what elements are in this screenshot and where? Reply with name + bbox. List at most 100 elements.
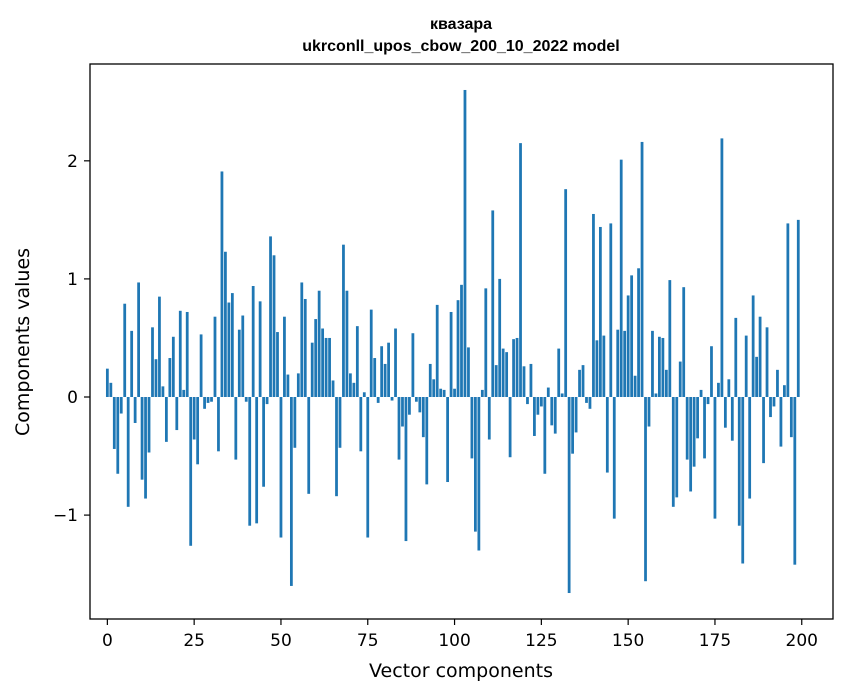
bar bbox=[595, 340, 599, 397]
bar bbox=[248, 397, 252, 526]
bar bbox=[317, 290, 321, 397]
bar bbox=[789, 397, 793, 438]
bar bbox=[484, 288, 488, 397]
bar bbox=[369, 309, 373, 397]
x-tick-label: 75 bbox=[357, 631, 379, 651]
bar bbox=[210, 397, 213, 402]
bar bbox=[630, 275, 634, 397]
bar bbox=[307, 397, 311, 494]
bar bbox=[376, 397, 380, 403]
bar bbox=[192, 397, 196, 440]
bar bbox=[182, 389, 186, 397]
bar bbox=[449, 311, 453, 397]
bar bbox=[539, 397, 543, 407]
bar bbox=[130, 330, 134, 397]
bar bbox=[470, 397, 474, 459]
bar bbox=[581, 365, 585, 397]
bar bbox=[303, 298, 307, 397]
bar bbox=[689, 397, 693, 492]
bar bbox=[251, 286, 255, 397]
bar bbox=[366, 397, 370, 538]
y-tick-label: 0 bbox=[67, 388, 78, 408]
bar bbox=[154, 359, 158, 397]
bar bbox=[324, 337, 328, 397]
bar bbox=[644, 397, 647, 582]
bar bbox=[776, 369, 779, 397]
bar bbox=[668, 280, 672, 397]
bar bbox=[411, 333, 415, 397]
bar bbox=[651, 330, 654, 397]
bar bbox=[133, 397, 137, 423]
bar bbox=[119, 397, 123, 414]
bar bbox=[685, 397, 689, 460]
bar bbox=[276, 332, 279, 397]
bar bbox=[234, 397, 238, 460]
x-tick-label: 25 bbox=[183, 631, 205, 651]
bar bbox=[185, 311, 189, 397]
bar bbox=[380, 346, 384, 397]
bar bbox=[779, 397, 783, 447]
bar bbox=[467, 347, 470, 397]
y-axis-ticks: −1 0 1 2 bbox=[53, 152, 90, 526]
bar bbox=[237, 329, 241, 397]
bar bbox=[418, 397, 422, 413]
bar bbox=[293, 397, 297, 448]
bar bbox=[699, 389, 703, 397]
bar bbox=[664, 369, 668, 397]
bar bbox=[158, 296, 161, 397]
bar bbox=[623, 330, 627, 397]
bar bbox=[404, 397, 408, 542]
bar bbox=[258, 301, 262, 397]
bar bbox=[328, 337, 331, 397]
bar bbox=[526, 397, 529, 405]
bar bbox=[123, 303, 127, 397]
bar bbox=[213, 316, 217, 397]
bar bbox=[501, 348, 505, 397]
bar bbox=[321, 328, 325, 397]
bar bbox=[734, 317, 738, 397]
bar bbox=[505, 352, 509, 397]
bar bbox=[474, 397, 477, 532]
bar bbox=[428, 363, 432, 397]
x-tick-label: 150 bbox=[612, 631, 644, 651]
bar bbox=[536, 397, 540, 415]
bar bbox=[793, 397, 797, 565]
bar bbox=[425, 397, 429, 485]
y-tick-label: −1 bbox=[53, 506, 78, 526]
x-axis-ticks: 0 25 50 75 100 125 150 175 200 bbox=[102, 619, 818, 651]
bar bbox=[414, 397, 418, 402]
bar bbox=[442, 389, 446, 397]
bar bbox=[713, 397, 717, 519]
bar bbox=[737, 397, 741, 526]
bar bbox=[401, 397, 404, 427]
bar bbox=[567, 397, 571, 594]
bar bbox=[710, 346, 713, 397]
bar bbox=[262, 397, 265, 487]
bar bbox=[727, 379, 731, 397]
bar bbox=[786, 223, 790, 397]
bar bbox=[453, 388, 456, 397]
bar bbox=[269, 236, 272, 397]
bar bbox=[796, 219, 800, 397]
bar bbox=[199, 334, 203, 397]
bar bbox=[550, 397, 554, 426]
bar bbox=[529, 363, 533, 397]
bar bbox=[435, 304, 439, 397]
bar bbox=[217, 397, 220, 452]
bar bbox=[175, 397, 179, 431]
bar bbox=[769, 397, 772, 418]
bar bbox=[574, 397, 578, 433]
bar bbox=[706, 397, 710, 405]
bar bbox=[744, 335, 748, 397]
bar bbox=[612, 397, 616, 519]
bar bbox=[491, 210, 495, 397]
bar bbox=[116, 397, 120, 474]
bar bbox=[439, 388, 443, 397]
bar bbox=[456, 300, 460, 397]
bar bbox=[783, 385, 786, 397]
bar bbox=[151, 327, 154, 397]
bar bbox=[394, 328, 397, 397]
bar bbox=[609, 223, 613, 397]
bar bbox=[543, 397, 547, 474]
